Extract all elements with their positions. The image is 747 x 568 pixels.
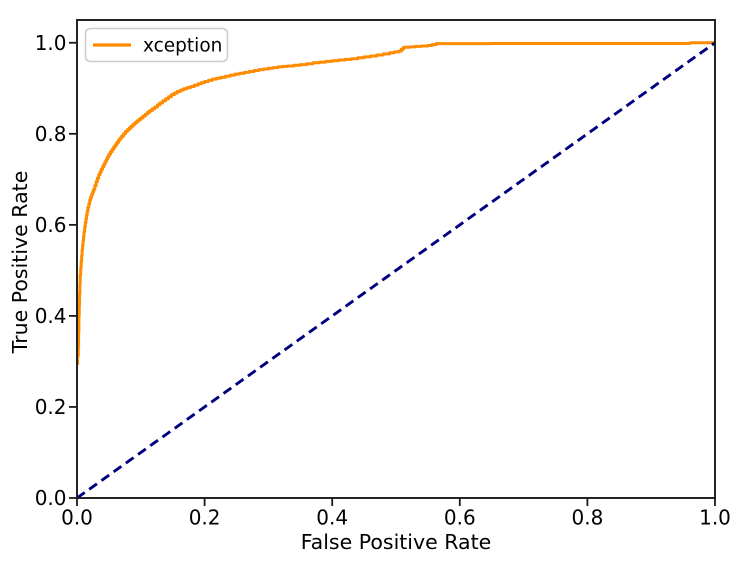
x-tick-label-1.0: 1.0 xyxy=(699,506,731,530)
x-tick-label-0.8: 0.8 xyxy=(571,506,603,530)
y-tick-label-1.0: 1.0 xyxy=(35,31,67,55)
y-tick-label-0.0: 0.0 xyxy=(35,486,67,510)
legend: xception xyxy=(84,27,229,63)
series-chance-diagonal xyxy=(76,41,716,500)
y-tick-label-0.2: 0.2 xyxy=(35,395,67,419)
x-tick-label-0.6: 0.6 xyxy=(444,506,476,530)
y-tick-label-0.8: 0.8 xyxy=(35,122,67,146)
y-axis-ticks: 0.0 0.2 0.4 0.6 0.8 1.0 xyxy=(35,31,77,510)
y-tick-label-0.4: 0.4 xyxy=(35,304,67,328)
legend-label: xception xyxy=(143,36,222,57)
plot-border xyxy=(76,19,716,499)
x-axis-ticks: 0.0 0.2 0.4 0.6 0.8 1.0 xyxy=(61,498,731,530)
x-tick-label-0.4: 0.4 xyxy=(316,506,348,530)
plot-series-layer xyxy=(76,41,716,500)
y-axis-label: True Positive Rate xyxy=(8,171,32,355)
series-xception xyxy=(76,41,715,366)
x-tick-label-0.2: 0.2 xyxy=(189,506,221,530)
x-tick-label-0.0: 0.0 xyxy=(61,506,93,530)
y-tick-label-0.6: 0.6 xyxy=(35,213,67,237)
x-axis-label: False Positive Rate xyxy=(301,530,492,554)
legend-box xyxy=(84,27,229,63)
